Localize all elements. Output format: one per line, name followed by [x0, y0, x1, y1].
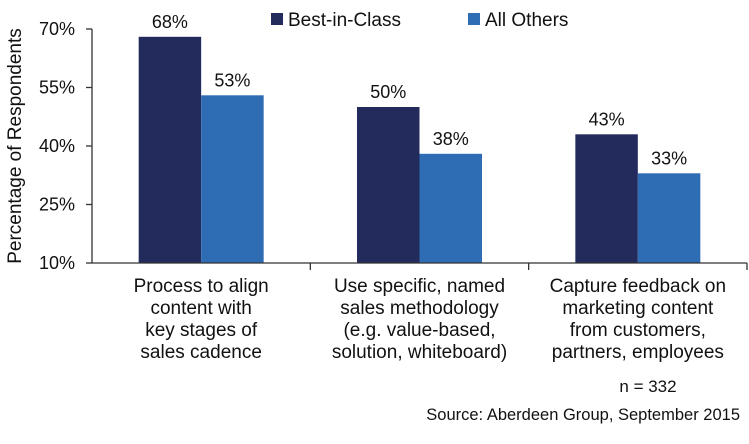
x-category-label: content with	[150, 298, 251, 319]
bar-all-others	[201, 95, 264, 263]
bar-best-in-class	[575, 134, 638, 263]
x-category-label: sales methodology	[340, 298, 499, 319]
legend-label: Best-in-Class	[288, 10, 401, 31]
y-axis-label: Percentage of Respondents	[5, 28, 26, 264]
x-category-label: marketing content	[562, 298, 714, 319]
x-category-label: solution, whiteboard)	[332, 342, 507, 363]
x-category-label: key stages of	[145, 320, 258, 341]
sample-size-note: n = 332	[619, 377, 676, 396]
y-tick-label: 25%	[39, 195, 75, 215]
x-category-label: Use specific, named	[334, 276, 505, 297]
legend-swatch	[468, 13, 480, 25]
x-category-label: Process to align	[134, 276, 269, 297]
y-tick-label: 70%	[39, 19, 75, 39]
axis-layer: 10% 25% 40% 55% 70%	[39, 19, 748, 273]
data-label: 38%	[433, 129, 469, 149]
x-category-label: sales cadence	[140, 342, 261, 363]
bar-best-in-class	[357, 107, 420, 263]
legend-label: All Others	[485, 10, 568, 31]
x-category-label: Capture feedback on	[550, 276, 726, 297]
x-category-label: from customers,	[570, 320, 706, 341]
data-label: 33%	[651, 148, 687, 168]
bar-all-others	[637, 173, 701, 263]
labels-layer: 68% 50% 43% 53% 38% 33% Process to alignconten…	[134, 12, 726, 363]
y-tick-label: 10%	[39, 253, 75, 273]
bar-best-in-class	[138, 36, 202, 263]
y-tick-label: 40%	[39, 136, 75, 156]
data-label: 53%	[214, 70, 250, 90]
data-label: 68%	[152, 12, 188, 32]
x-category-label: partners, employees	[552, 342, 724, 363]
legend-swatch	[271, 13, 283, 25]
x-category-label: (e.g. value-based,	[343, 320, 495, 341]
data-label: 43%	[589, 109, 625, 129]
y-tick-label: 55%	[39, 78, 75, 98]
data-label: 50%	[370, 82, 406, 102]
legend: Best-in-Class All Others	[271, 10, 568, 31]
bar-all-others	[419, 153, 482, 263]
bars-layer	[138, 36, 701, 263]
source-caption: Source: Aberdeen Group, September 2015	[426, 406, 740, 424]
